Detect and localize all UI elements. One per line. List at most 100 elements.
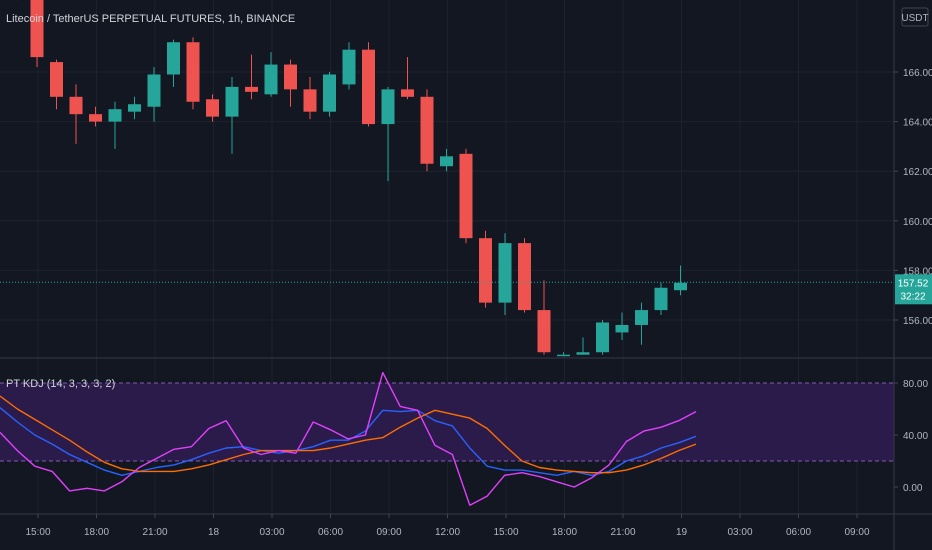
last-price-tag: 157.52 32:22 <box>895 274 932 305</box>
price-tick-label: 156.00 <box>903 316 932 327</box>
candle-body <box>108 109 122 122</box>
candle[interactable] <box>362 42 375 127</box>
time-tick-label: 03:00 <box>259 527 284 538</box>
candle[interactable] <box>342 42 356 90</box>
time-tick-label: 15:00 <box>25 527 50 538</box>
time-axis[interactable]: 15:00 18:00 21:00 18 03:00 06:00 09:00 12:00 15:… <box>25 514 870 538</box>
time-tick-label: 09:00 <box>376 527 401 538</box>
time-tick-label: 18:00 <box>552 527 577 538</box>
candle[interactable] <box>440 148 453 172</box>
bar-countdown: 32:22 <box>900 291 925 302</box>
symbol-title: Litecoin / TetherUS PERPETUAL FUTURES, 1… <box>6 13 295 25</box>
candle[interactable] <box>69 84 83 144</box>
price-tick-label: 166.00 <box>903 68 932 79</box>
kdj-tick-label: 0.00 <box>903 483 923 494</box>
kdj-d-line <box>0 395 697 474</box>
currency-badge[interactable]: USDT <box>901 7 929 27</box>
candle[interactable] <box>147 67 161 122</box>
kdj-series <box>0 371 697 506</box>
candlestick-series[interactable] <box>11 0 687 357</box>
currency-label: USDT <box>901 13 928 24</box>
candle-body <box>245 86 258 92</box>
last-price-value: 157.52 <box>898 278 929 289</box>
candle[interactable] <box>167 39 180 87</box>
candle[interactable] <box>128 96 141 120</box>
kdj-tick-label: 80.00 <box>903 379 928 390</box>
candle[interactable] <box>674 265 687 296</box>
price-axis[interactable]: 166.00 164.00 162.00 160.00 158.00 156.00 <box>894 68 932 327</box>
candle[interactable] <box>206 94 219 122</box>
candle[interactable] <box>108 101 122 149</box>
time-tick-label: 19 <box>676 527 688 538</box>
candle[interactable] <box>30 0 44 68</box>
candle-body <box>381 89 395 125</box>
candle[interactable] <box>498 233 512 316</box>
time-tick-label: 06:00 <box>786 527 811 538</box>
candle-body <box>89 114 102 122</box>
candle[interactable] <box>596 320 609 355</box>
indicator-label[interactable]: PT KDJ (14, 3, 3, 3, 2) <box>6 378 115 390</box>
candle-body <box>635 310 648 325</box>
candle[interactable] <box>284 59 297 107</box>
time-tick-label: 09:00 <box>844 527 869 538</box>
candle-body <box>654 287 668 311</box>
candle-body <box>401 89 414 97</box>
candle[interactable] <box>264 52 278 97</box>
candle-body <box>674 282 687 291</box>
candle[interactable] <box>459 148 473 244</box>
candle[interactable] <box>479 230 492 308</box>
candle[interactable] <box>89 106 102 127</box>
candle-body <box>537 310 551 353</box>
candle[interactable] <box>245 54 258 100</box>
candle-body <box>186 42 200 102</box>
candle-body <box>498 243 512 303</box>
candle[interactable] <box>303 76 317 120</box>
candle-body <box>264 64 278 95</box>
candle[interactable] <box>615 312 629 340</box>
candle-body <box>440 156 453 167</box>
candle[interactable] <box>654 282 668 316</box>
candle-body <box>596 322 609 353</box>
candle[interactable] <box>537 280 551 355</box>
candle-body <box>342 49 356 85</box>
last-price-tag-background <box>895 274 932 305</box>
candle[interactable] <box>635 302 648 345</box>
candle[interactable] <box>225 76 239 154</box>
time-tick-label: 03:00 <box>727 527 752 538</box>
candle[interactable] <box>518 238 531 313</box>
candle-body <box>128 104 141 112</box>
kdj-k-line <box>0 407 697 476</box>
candle-body <box>518 243 531 311</box>
candle-body <box>303 89 317 112</box>
price-tick-label: 158.00 <box>903 266 932 277</box>
candle-body <box>420 96 434 164</box>
price-tick-label: 160.00 <box>903 217 932 228</box>
candle-body <box>225 86 239 117</box>
candle[interactable] <box>323 72 336 117</box>
candle-body <box>69 96 83 115</box>
candle-body <box>615 324 629 333</box>
time-tick-label: 21:00 <box>610 527 635 538</box>
candle[interactable] <box>420 89 434 172</box>
candle-body <box>459 153 473 239</box>
time-tick-label: 18:00 <box>84 527 109 538</box>
kdj-tick-label: 40.00 <box>903 431 928 442</box>
candle-body <box>479 238 492 303</box>
candle[interactable] <box>401 57 414 100</box>
time-tick-label: 12:00 <box>435 527 460 538</box>
candle[interactable] <box>576 337 590 355</box>
candle[interactable] <box>557 352 570 357</box>
kdj-axis[interactable]: 80.00 40.00 0.00 <box>894 379 928 494</box>
candle[interactable] <box>186 37 200 110</box>
price-tick-label: 164.00 <box>903 118 932 129</box>
candle-body <box>362 49 375 125</box>
candle-body <box>50 62 63 97</box>
time-tick-label: 06:00 <box>318 527 343 538</box>
candle-body <box>30 0 44 58</box>
time-tick-label: 15:00 <box>493 527 518 538</box>
candle[interactable] <box>381 86 395 182</box>
candle[interactable] <box>50 59 63 110</box>
currency-badge-frame <box>901 7 929 27</box>
